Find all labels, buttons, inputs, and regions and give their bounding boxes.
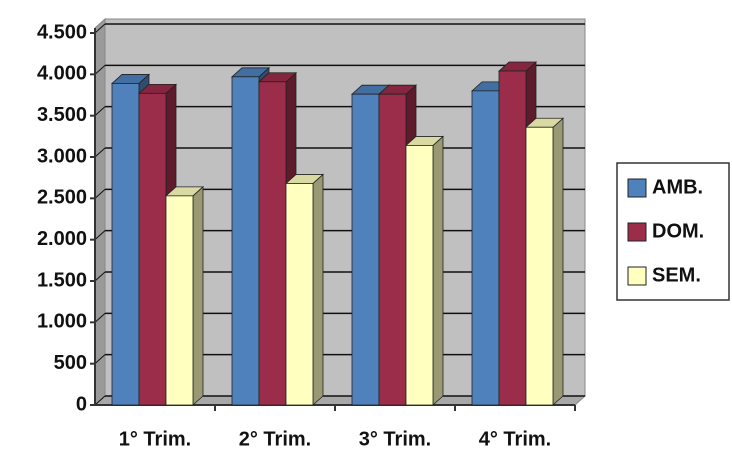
x-tick-label: 3° Trim. bbox=[359, 428, 431, 450]
grid-line-side bbox=[94, 106, 106, 117]
y-tick-label: 2.500 bbox=[37, 187, 87, 209]
bar bbox=[258, 81, 287, 406]
grid-line-side bbox=[94, 64, 106, 75]
bar bbox=[378, 93, 407, 406]
bar bbox=[285, 183, 314, 406]
bar bbox=[231, 76, 260, 406]
bar-side bbox=[552, 117, 564, 406]
x-tick-label: 1° Trim. bbox=[119, 428, 191, 450]
y-tick-label: 4.000 bbox=[37, 63, 87, 85]
grid-line-side bbox=[94, 147, 106, 158]
grid-line-side bbox=[94, 271, 106, 282]
bar-side bbox=[192, 185, 204, 406]
y-tick-label: 3.500 bbox=[37, 104, 87, 126]
grid-line-side bbox=[94, 188, 106, 199]
x-tick-label: 2° Trim. bbox=[239, 428, 311, 450]
y-tick-label: 4.500 bbox=[37, 21, 87, 43]
y-tick-label: 3.000 bbox=[37, 145, 87, 167]
legend-swatch bbox=[627, 222, 647, 242]
x-tick-label: 4° Trim. bbox=[479, 428, 551, 450]
bar bbox=[138, 92, 167, 406]
y-tick-label: 1.500 bbox=[37, 269, 87, 291]
bar-side bbox=[312, 173, 324, 406]
bar-side bbox=[432, 135, 444, 406]
legend-label: AMB. bbox=[652, 176, 703, 198]
bar bbox=[525, 126, 554, 406]
y-tick-label: 2.000 bbox=[37, 228, 87, 250]
legend-label: SEM. bbox=[652, 264, 701, 286]
side-wall bbox=[94, 17, 106, 407]
y-tick-label: 500 bbox=[54, 352, 87, 374]
bar bbox=[351, 93, 380, 406]
legend-swatch bbox=[627, 266, 647, 286]
grid-line-side bbox=[94, 230, 106, 241]
bar bbox=[405, 145, 434, 406]
bar bbox=[471, 90, 500, 406]
legend-swatch bbox=[627, 178, 647, 198]
legend-label: DOM. bbox=[652, 220, 704, 242]
bar bbox=[498, 70, 527, 406]
bar bbox=[111, 83, 140, 406]
grid-line-side bbox=[94, 312, 106, 323]
bar bbox=[165, 195, 194, 406]
grid-line-side bbox=[94, 23, 106, 34]
grid-line-side bbox=[94, 354, 106, 365]
y-tick-label: 0 bbox=[76, 393, 87, 415]
y-tick-label: 1.000 bbox=[37, 311, 87, 333]
grid-line-side bbox=[94, 395, 106, 406]
